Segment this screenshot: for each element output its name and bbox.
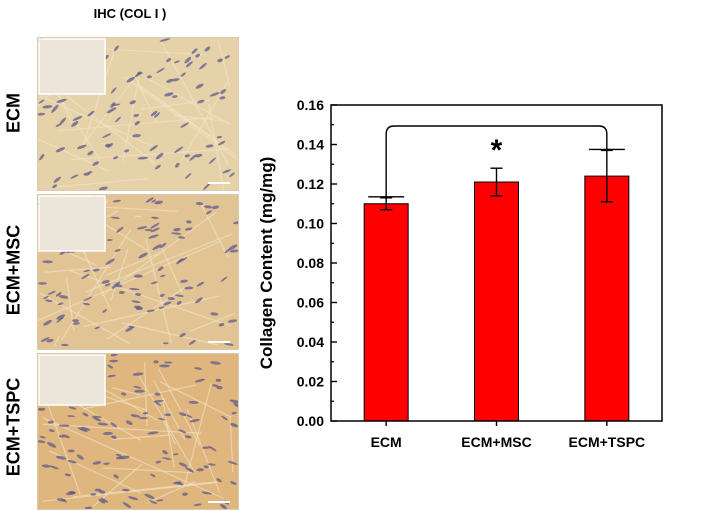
y-tick-label: 0.06 <box>297 295 324 311</box>
panel-title: IHC (COL I ) <box>55 6 205 21</box>
micrograph-ecm-svg <box>38 38 238 190</box>
y-tick-label: 0.04 <box>297 334 324 350</box>
y-tick-label: 0.00 <box>297 413 324 429</box>
bar-ecm-msc <box>475 182 519 421</box>
y-tick-label: 0.12 <box>297 176 324 192</box>
inset-image <box>39 355 105 405</box>
y-tick-label: 0.16 <box>297 97 324 113</box>
micrograph-ecm <box>37 37 239 191</box>
row-label-ecm-tspc: ECM+TSPC <box>4 378 25 477</box>
collagen-bar-chart: * 0.00 0.02 0.04 0.06 0.08 0.10 0.12 0.14 0.16 ECM… <box>250 88 720 509</box>
significance-star: * <box>491 134 503 167</box>
inset-image <box>39 39 105 94</box>
y-tick-label: 0.14 <box>297 137 324 153</box>
micrograph-ecm-msc-svg <box>38 195 238 349</box>
bar-ecm <box>364 204 408 421</box>
micrograph-ecm-tspc-svg <box>38 354 238 509</box>
y-tick-label: 0.02 <box>297 374 324 390</box>
y-tick-label: 0.08 <box>297 255 324 271</box>
x-category-label: ECM+MSC <box>461 434 531 450</box>
row-label-ecm-msc: ECM+MSC <box>4 225 25 316</box>
x-category-label: ECM <box>371 434 402 450</box>
micrograph-ecm-tspc <box>37 353 239 510</box>
cell-nucleus <box>134 275 143 278</box>
y-axis-label: Collagen Content (mg/mg) <box>257 157 276 369</box>
y-tick-label: 0.10 <box>297 216 324 232</box>
x-category-label: ECM+TSPC <box>569 434 646 450</box>
row-label-ecm: ECM <box>4 93 25 133</box>
bar-ecm-tspc <box>585 176 629 421</box>
cell-nucleus <box>38 408 45 411</box>
inset-image <box>39 196 105 251</box>
micrograph-ecm-msc <box>37 194 239 350</box>
